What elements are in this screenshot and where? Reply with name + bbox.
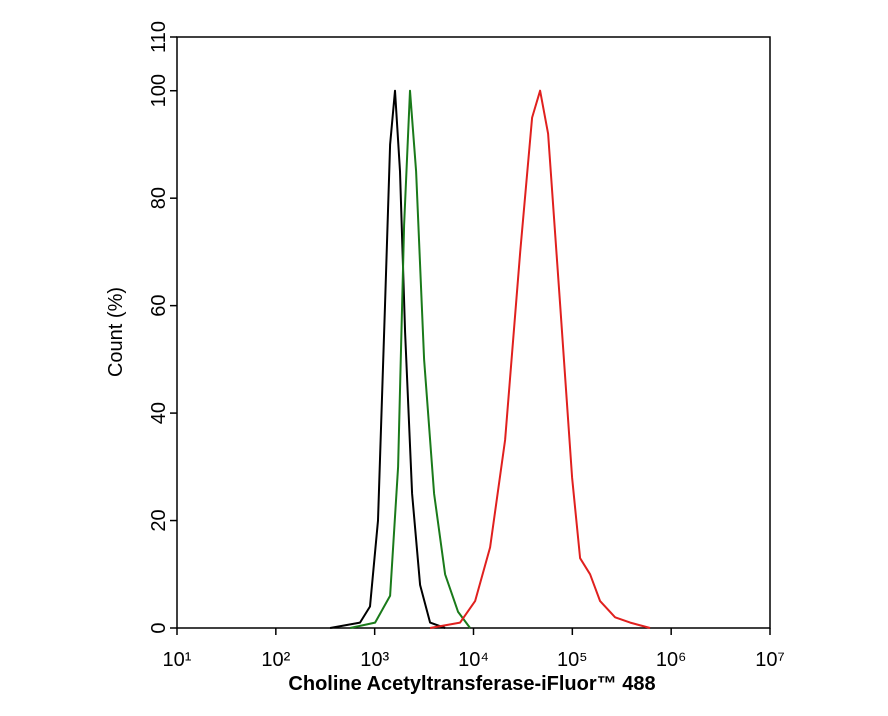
series-line [329,89,446,629]
x-tick-label: 10⁷ [755,649,784,671]
y-tick-label: 20 [148,509,170,531]
plot-frame [176,36,771,629]
y-tick-label: 80 [148,187,170,209]
y-tick-label: 0 [148,622,170,633]
x-axis-title: Choline Acetyltransferase-iFluor™ 488 [288,673,655,695]
series-line [349,89,471,629]
series-line [429,89,651,629]
x-tick-label: 10¹ [163,649,192,671]
x-tick-label: 10⁴ [458,649,489,671]
y-axis-title: Count (%) [105,287,127,377]
y-tick-label: 40 [148,402,170,424]
y-tick-label: 100 [148,74,170,107]
x-tick-label: 10² [261,649,290,671]
y-tick-label: 60 [148,295,170,317]
y-tick-label: 110 [148,21,170,53]
x-tick-label: 10⁶ [656,649,686,671]
x-tick-label: 10⁵ [557,649,588,671]
x-tick-label: 10³ [360,649,389,671]
